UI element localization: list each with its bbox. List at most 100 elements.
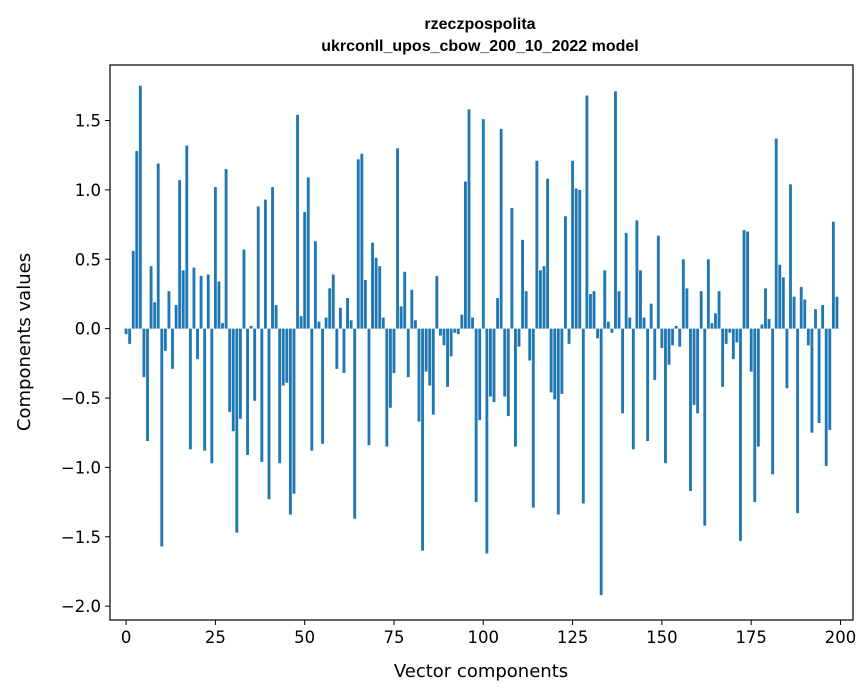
bar-component-58 <box>331 274 335 329</box>
bar-component-28 <box>224 169 228 329</box>
x-tick-label: 125 <box>557 628 589 647</box>
bar-component-56 <box>324 317 328 329</box>
bar-component-141 <box>628 317 632 329</box>
y-tick-label: −2.0 <box>61 597 101 616</box>
bar-component-78 <box>403 271 407 329</box>
bar-component-100 <box>481 119 485 329</box>
x-tick-label: 0 <box>121 628 132 647</box>
bar-component-170 <box>731 328 735 360</box>
bar-component-148 <box>653 328 657 380</box>
bar-component-199 <box>835 296 839 329</box>
y-tick-label: −0.5 <box>61 389 101 408</box>
bar-component-36 <box>253 328 257 401</box>
bar-component-6 <box>146 328 149 442</box>
y-tick-label: −1.5 <box>61 528 101 547</box>
bar-component-53 <box>313 241 317 329</box>
bar-component-5 <box>142 328 146 378</box>
bar-component-119 <box>549 328 553 393</box>
bar-component-87 <box>435 275 439 329</box>
y-tick-label: 0.0 <box>75 320 101 339</box>
plot-area-frame <box>109 64 854 621</box>
bar-component-41 <box>271 187 274 329</box>
bar-component-168 <box>724 328 728 344</box>
bar-component-77 <box>399 306 403 329</box>
bar-component-149 <box>656 235 660 329</box>
bar-component-10 <box>160 328 164 547</box>
bar-component-39 <box>263 199 267 329</box>
bar-component-55 <box>321 328 324 444</box>
bar-component-59 <box>335 328 339 369</box>
bar-component-121 <box>556 328 560 515</box>
bar-component-97 <box>471 317 474 329</box>
bar-component-98 <box>474 328 478 503</box>
bar-component-3 <box>135 151 139 329</box>
bar-component-142 <box>631 328 635 450</box>
bar-component-90 <box>446 328 449 387</box>
bar-component-174 <box>746 231 750 329</box>
bar-component-198 <box>831 221 835 329</box>
bar-component-157 <box>685 288 689 329</box>
bar-component-109 <box>514 328 517 447</box>
bar-component-52 <box>310 328 314 451</box>
bar-component-111 <box>521 239 525 329</box>
bar-component-63 <box>349 320 353 329</box>
bar-component-85 <box>428 328 432 386</box>
bar-component-12 <box>167 291 171 329</box>
x-axis-label: Vector components <box>394 661 568 682</box>
bar-component-197 <box>828 328 832 430</box>
bar-component-50 <box>303 212 307 329</box>
bar-component-91 <box>449 328 453 357</box>
bar-component-7 <box>149 266 153 329</box>
bar-component-140 <box>624 232 628 329</box>
bar-component-94 <box>460 314 464 329</box>
bar-component-38 <box>260 328 264 462</box>
bar-component-19 <box>192 267 196 329</box>
bar-component-27 <box>221 323 224 329</box>
bar-component-101 <box>485 328 489 554</box>
bar-component-171 <box>735 328 739 343</box>
bar-component-88 <box>438 328 442 336</box>
bar-component-16 <box>181 270 185 329</box>
bar-component-69 <box>371 242 374 329</box>
bar-component-76 <box>396 148 399 329</box>
bar-component-112 <box>524 291 528 329</box>
bar-component-8 <box>153 302 157 329</box>
bar-component-116 <box>539 270 542 329</box>
bar-component-68 <box>367 328 371 446</box>
bar-component-29 <box>228 328 232 412</box>
bars-group <box>124 85 839 596</box>
bar-component-45 <box>285 328 289 383</box>
chart-title-line-2: ukrconll_upos_cbow_200_10_2022 model <box>321 38 638 55</box>
x-tick-label: 175 <box>735 628 767 647</box>
x-tick-label: 75 <box>383 628 404 647</box>
bar-component-125 <box>571 160 575 329</box>
bar-component-146 <box>646 328 650 442</box>
bar-component-73 <box>385 328 389 447</box>
bar-component-83 <box>421 328 424 551</box>
bar-component-137 <box>614 91 617 329</box>
bar-component-17 <box>185 145 189 329</box>
bar-component-126 <box>574 188 578 329</box>
bar-component-190 <box>803 299 807 329</box>
bar-component-176 <box>753 328 757 503</box>
y-axis-label: Components values <box>14 253 35 431</box>
bar-component-104 <box>496 298 500 329</box>
bar-component-1 <box>128 328 132 344</box>
bar-component-62 <box>346 298 349 329</box>
bar-component-123 <box>564 216 567 329</box>
bar-component-65 <box>356 159 360 329</box>
bar-component-99 <box>478 328 482 421</box>
bar-component-107 <box>506 328 510 417</box>
bar-component-143 <box>635 220 639 329</box>
bar-component-114 <box>531 328 535 508</box>
bar-component-67 <box>363 280 367 329</box>
bar-component-139 <box>621 328 625 414</box>
bar-component-128 <box>581 328 585 504</box>
bar-component-60 <box>338 307 342 329</box>
x-axis: 0 25 50 75 100 125 150 175 200 <box>121 620 856 647</box>
bar-component-30 <box>231 328 235 432</box>
bar-component-84 <box>424 328 428 372</box>
bar-component-0 <box>124 328 128 335</box>
bar-component-25 <box>213 187 217 329</box>
